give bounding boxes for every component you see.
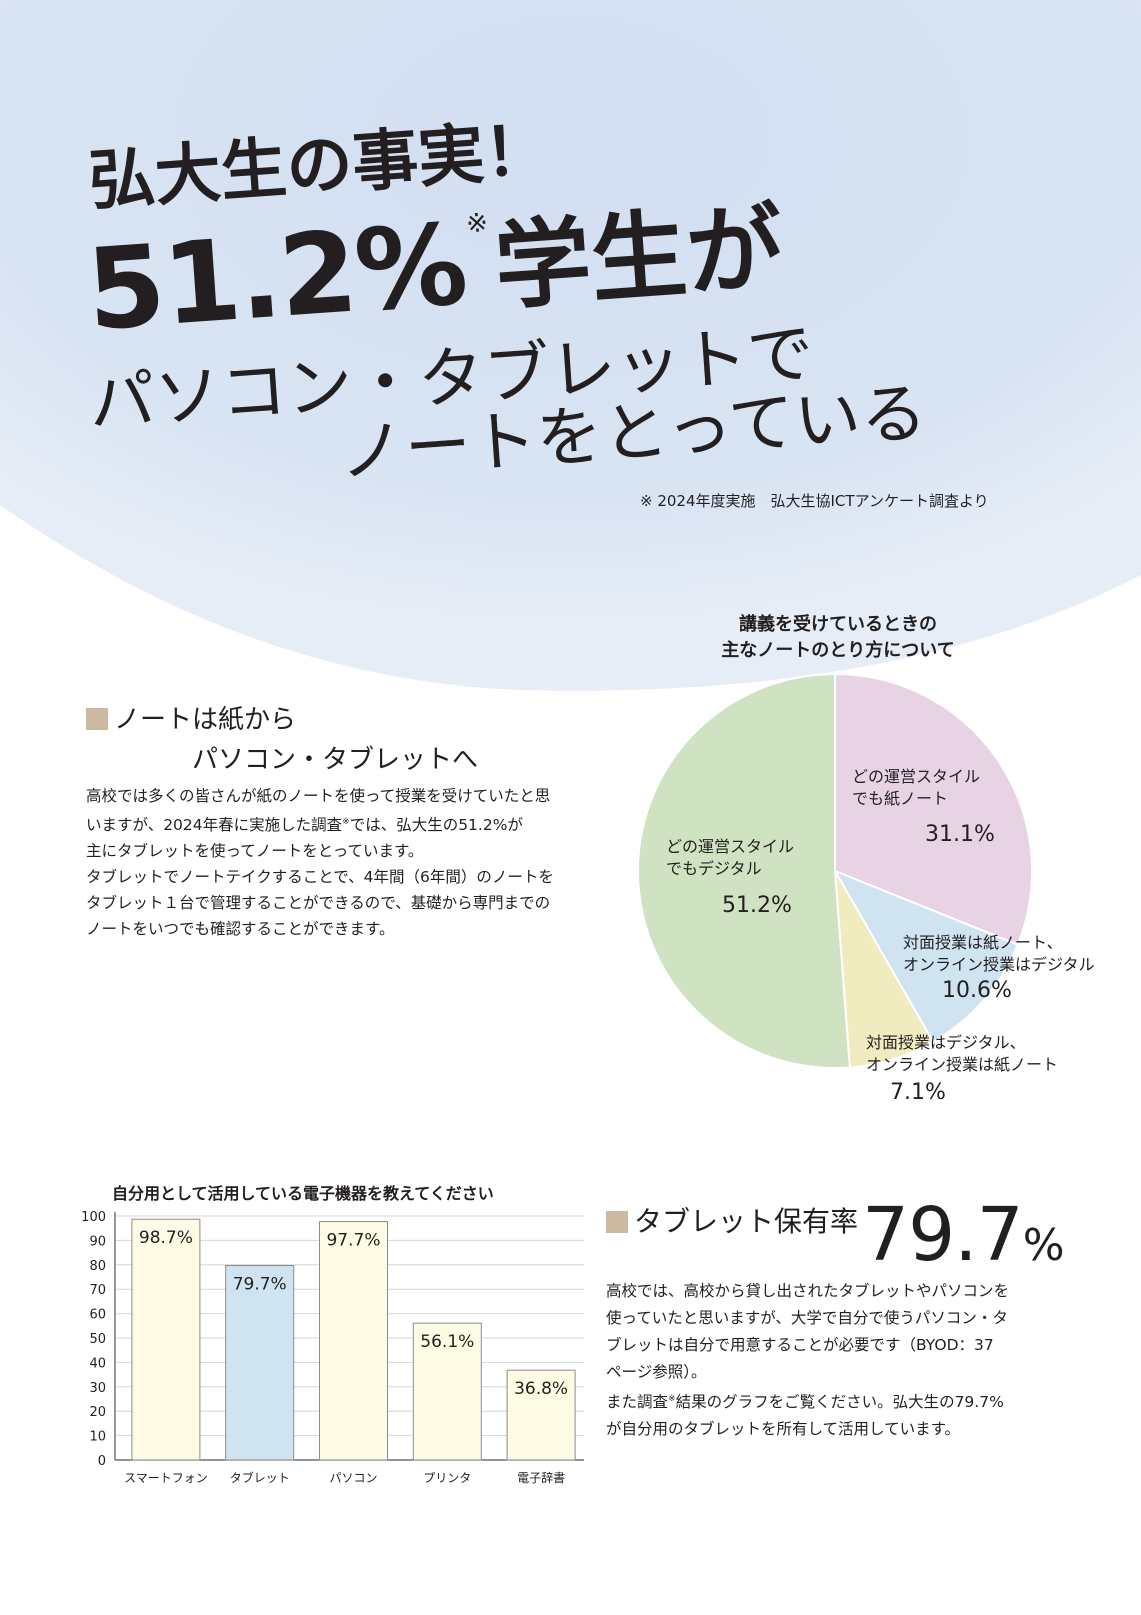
heading-square-icon [606, 1211, 628, 1233]
bar [131, 1218, 201, 1461]
bar-chart-title: 自分用として活用している電子機器を教えてください [112, 1184, 494, 1203]
section-body-tablet: 高校では、高校から貸し出されたタブレットやパソコンを 使っていたと思いますが、大… [606, 1278, 1076, 1443]
x-tick-label: タブレット [230, 1470, 290, 1485]
y-tick-label: 70 [89, 1283, 106, 1298]
pie-slice-digital [637, 672, 851, 1069]
x-tick-label: パソコン [329, 1471, 377, 1485]
section-heading-notes: ノートは紙から パソコン・タブレットへ [86, 700, 478, 780]
y-tick-label: 10 [89, 1430, 106, 1445]
pie-value-inperson-digital-online-paper: 7.1% [890, 1080, 946, 1105]
bar-value-label: 98.7% [139, 1228, 193, 1248]
bar [506, 1369, 576, 1461]
tablet-ownership-value: 79.7% [862, 1192, 1065, 1278]
pie-slice-inperson-paper-online-digital [832, 868, 1020, 1044]
body-text: 結果のグラフをご覧ください。弘大生の79.7% が自分用のタブレットを所有して活… [606, 1393, 1004, 1439]
y-tick-label: 50 [89, 1332, 106, 1347]
body-text: では、弘大生の51.2%が 主にタブレットを使ってノートをとっています。 タブレ… [86, 816, 554, 939]
pie-value-paper: 31.1% [925, 822, 995, 847]
pie-slice-paper [834, 672, 1033, 946]
pie-label-inperson-digital-online-paper: 対面授業はデジタル、 オンライン授業は紙ノート [866, 1033, 1059, 1074]
bar [319, 1221, 388, 1461]
bar [225, 1265, 295, 1461]
blue-background-shape [0, 0, 1141, 691]
bar-value-label: 56.1% [420, 1332, 474, 1352]
y-tick-label: 60 [89, 1308, 106, 1323]
section-body-notes: 高校では多くの皆さんが紙のノートを使って授業を受けていたと思 いますが、2024… [86, 783, 626, 942]
x-tick-label: プリンタ [423, 1471, 471, 1485]
pie-label-digital: どの運営スタイル でもデジタル [666, 837, 795, 878]
body-text: 高校では、高校から貸し出されたタブレットやパソコンを 使っていたと思いますが、大… [606, 1282, 1010, 1412]
note-mark: ※ [342, 817, 350, 827]
y-tick-label: 40 [89, 1356, 106, 1371]
bar-value-label: 36.8% [514, 1379, 568, 1399]
tablet-ownership-unit: % [1022, 1220, 1065, 1271]
bar [412, 1322, 482, 1461]
pie-label-inperson-paper-online-digital: 対面授業は紙ノート、 オンライン授業はデジタル [903, 933, 1095, 974]
x-tick-label: 電子辞書 [517, 1470, 565, 1485]
pie-value-inperson-paper-online-digital: 10.6% [942, 978, 1012, 1003]
bar-value-label: 97.7% [326, 1231, 380, 1251]
pie-label-paper: どの運営スタイル でも紙ノート [852, 767, 981, 808]
y-tick-label: 90 [89, 1234, 106, 1249]
bar-value-label: 79.7% [233, 1275, 287, 1295]
y-tick-label: 20 [89, 1405, 106, 1420]
section-heading-line-2: パソコン・タブレットへ [192, 745, 479, 775]
survey-note: ※ 2024年度実施 弘大生協ICTアンケート調査より [640, 492, 989, 510]
body-text: 高校では多くの皆さんが紙のノートを使って授業を受けていたと思 いますが、2024… [86, 787, 551, 835]
y-tick-label: 80 [89, 1259, 106, 1274]
y-tick-label: 100 [81, 1210, 106, 1225]
section-heading-label: タブレット保有率 [634, 1205, 859, 1238]
pie-chart-title: 講義を受けているときの 主なノートのとり方について [721, 614, 955, 661]
note-mark: ※ [668, 1394, 676, 1404]
section-heading-tablet-ownership: タブレット保有率 [606, 1200, 858, 1240]
x-tick-label: スマートフォン [124, 1471, 208, 1485]
y-tick-label: 30 [89, 1381, 106, 1396]
tablet-ownership-number: 79.7 [862, 1192, 1024, 1278]
pie-value-digital: 51.2% [722, 893, 792, 918]
y-tick-label: 0 [98, 1454, 106, 1469]
section-heading-line-1: ノートは紙から [114, 705, 297, 735]
heading-square-icon [86, 708, 108, 730]
